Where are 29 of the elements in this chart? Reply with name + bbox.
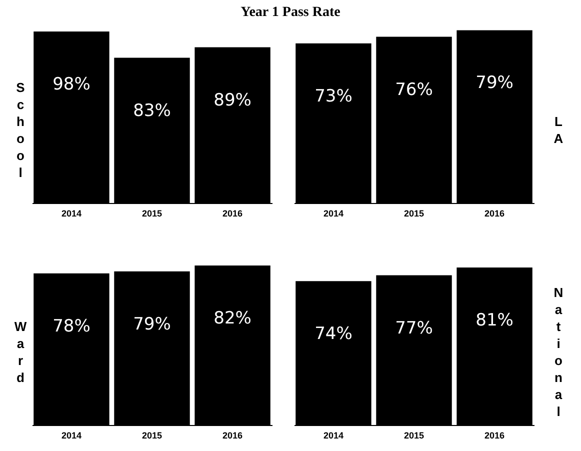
data-label: 79%	[133, 314, 171, 334]
x-tick-label: 2014	[61, 430, 82, 440]
data-label: 74%	[314, 324, 352, 344]
x-tick-label: 2015	[404, 208, 424, 218]
data-label: 98%	[52, 74, 90, 94]
x-tick-label: 2016	[484, 208, 505, 218]
x-tick-label: 2014	[323, 208, 344, 218]
x-tick-label: 2015	[142, 430, 162, 440]
data-label: 78%	[52, 316, 90, 336]
y-axis-title: School	[12, 80, 28, 182]
data-label: 83%	[133, 100, 171, 121]
x-tick-label: 2015	[404, 430, 424, 440]
y2-axis-title: National	[550, 285, 566, 421]
data-label: 89%	[214, 90, 252, 110]
x-tick-label: 2016	[484, 430, 505, 440]
data-label: 76%	[395, 80, 433, 100]
data-label: 79%	[476, 73, 514, 94]
x-tick-label: 2015	[142, 208, 162, 218]
x-tick-label: 2014	[323, 430, 344, 440]
chart-title: Year 1 Pass Rate	[240, 4, 342, 22]
data-label: 81%	[476, 310, 514, 330]
x-tick-label: 2016	[222, 430, 243, 440]
y-axis-title: Ward	[12, 319, 28, 387]
y2-axis-title: LA	[550, 114, 566, 148]
x-tick-label: 2014	[61, 208, 82, 218]
data-label: 82%	[214, 308, 252, 329]
x-tick-label: 2016	[222, 208, 243, 218]
data-label: 73%	[314, 86, 352, 106]
data-label: 77%	[395, 318, 433, 338]
